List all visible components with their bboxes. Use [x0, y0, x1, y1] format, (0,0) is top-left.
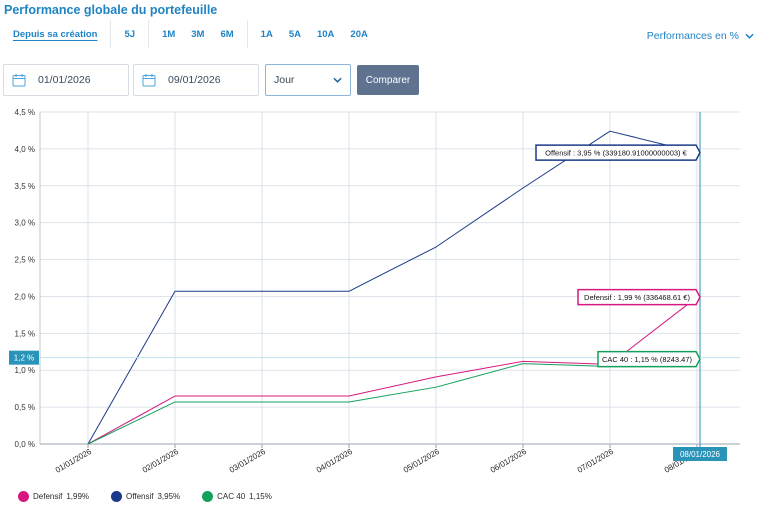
end-date-field[interactable]: 09/01/2026 — [133, 64, 259, 96]
performance-mode-select[interactable]: Performances en % — [647, 30, 754, 42]
period-button[interactable]: Depuis sa création — [13, 28, 98, 40]
period-selector: Depuis sa création 5J 1M 3M 6M 1A 5A 10A 20A — [0, 20, 381, 48]
period-button[interactable]: 20A — [350, 28, 368, 40]
period-group: 5J — [111, 20, 150, 48]
legend-item[interactable]: Offensif 3,95% — [111, 491, 180, 502]
performance-chart[interactable]: 0,0 % 0,5 % 1,0 % 1,5 % 2,0 % 2,5 % 3,0 % 3,5 %… — [0, 100, 760, 480]
period-button[interactable]: 3M — [191, 28, 205, 40]
period-button[interactable]: 5A — [288, 28, 301, 40]
legend-dot — [18, 491, 29, 502]
performance-mode-label: Performances en % — [646, 30, 739, 42]
period-button[interactable]: 5J — [124, 28, 136, 40]
series-line-cac-40 — [87, 358, 698, 445]
period-group: 1M 3M 6M — [149, 20, 248, 48]
compare-button[interactable]: Comparer — [357, 65, 419, 95]
legend-dot — [202, 491, 214, 502]
legend-label: Defensif — [33, 492, 63, 501]
legend-label: CAC 40 — [217, 492, 246, 501]
x-tick-label: 04/01/2026 — [315, 447, 355, 475]
period-button[interactable]: 1A — [260, 28, 273, 40]
tooltip-box — [597, 350, 701, 368]
legend-dot — [111, 491, 123, 502]
legend-value: 3,95% — [157, 492, 181, 501]
y-tick-label: 2,0 % — [15, 292, 35, 301]
y-tick-label: 3,5 % — [15, 182, 35, 191]
chevron-down-icon — [745, 33, 754, 39]
page-title: Performance globale du portefeuille — [4, 3, 218, 17]
start-date-field[interactable]: 01/01/2026 — [3, 64, 129, 96]
tooltip-text: Defensif : 1,99 % (336468.61 €) — [584, 293, 690, 302]
legend-item[interactable]: Defensif 1,99% — [18, 491, 89, 502]
tooltip-box — [577, 288, 701, 306]
y-tick-label: 4,5 % — [15, 108, 35, 117]
tooltip-text: CAC 40 : 1,15 % (8243.47) — [602, 355, 693, 364]
x-tick-label: 06/01/2026 — [489, 447, 529, 475]
series-line-defensif — [87, 296, 698, 445]
legend-item[interactable]: CAC 40 1,15% — [202, 491, 272, 502]
calendar-icon — [12, 74, 26, 87]
legend-label: Offensif — [126, 492, 154, 501]
x-tick-label: 07/01/2026 — [576, 447, 616, 475]
y-tick-label: 1,0 % — [15, 366, 35, 375]
series-line-offensif — [87, 130, 698, 445]
y-tick-label: 2,5 % — [15, 256, 35, 265]
y-tick-label: 1,5 % — [15, 329, 35, 338]
granularity-select[interactable]: Jour — [265, 64, 351, 96]
y-tick-label: 0,5 % — [15, 403, 35, 412]
x-tick-label: 02/01/2026 — [141, 447, 181, 475]
x-tick-label: 03/01/2026 — [228, 447, 268, 475]
crosshair-x-label-box — [673, 447, 727, 461]
legend-value: 1,99% — [66, 492, 90, 501]
tooltip-box — [535, 144, 701, 161]
period-group: 1A 5A 10A 20A — [248, 20, 381, 48]
period-button[interactable]: 10A — [316, 28, 335, 40]
period-button[interactable]: 1M — [162, 28, 176, 40]
end-date-value: 09/01/2026 — [168, 74, 221, 86]
legend-value: 1,15% — [249, 492, 272, 501]
crosshair-y-label: 1,2 % — [14, 354, 34, 363]
period-button[interactable]: 6M — [220, 28, 234, 40]
x-tick-label: 01/01/2026 — [54, 447, 94, 475]
crosshair-y-label-box — [9, 350, 39, 365]
performance-chart-svg[interactable]: 0,0 % 0,5 % 1,0 % 1,5 % 2,0 % 2,5 % 3,0 % 3,5 %… — [0, 100, 760, 480]
granularity-value: Jour — [274, 74, 295, 86]
crosshair-x-label: 08/01/2026 — [680, 450, 721, 459]
chart-legend: Defensif 1,99% Offensif 3,95% CAC 40 1,15% — [18, 491, 272, 502]
filter-controls: 01/01/2026 09/01/2026 Jour Comparer — [3, 64, 419, 96]
calendar-icon — [142, 74, 156, 87]
y-tick-label: 0,0 % — [15, 440, 35, 449]
period-group: Depuis sa création — [0, 20, 112, 48]
y-tick-label: 4,0 % — [15, 145, 35, 154]
chevron-down-icon — [333, 77, 342, 83]
tooltip-text: Offensif : 3,95 % (339180.91000000003) € — [545, 149, 687, 158]
start-date-value: 01/01/2026 — [38, 74, 91, 86]
y-tick-label: 3,0 % — [15, 219, 35, 228]
x-tick-label: 05/01/2026 — [402, 447, 442, 475]
